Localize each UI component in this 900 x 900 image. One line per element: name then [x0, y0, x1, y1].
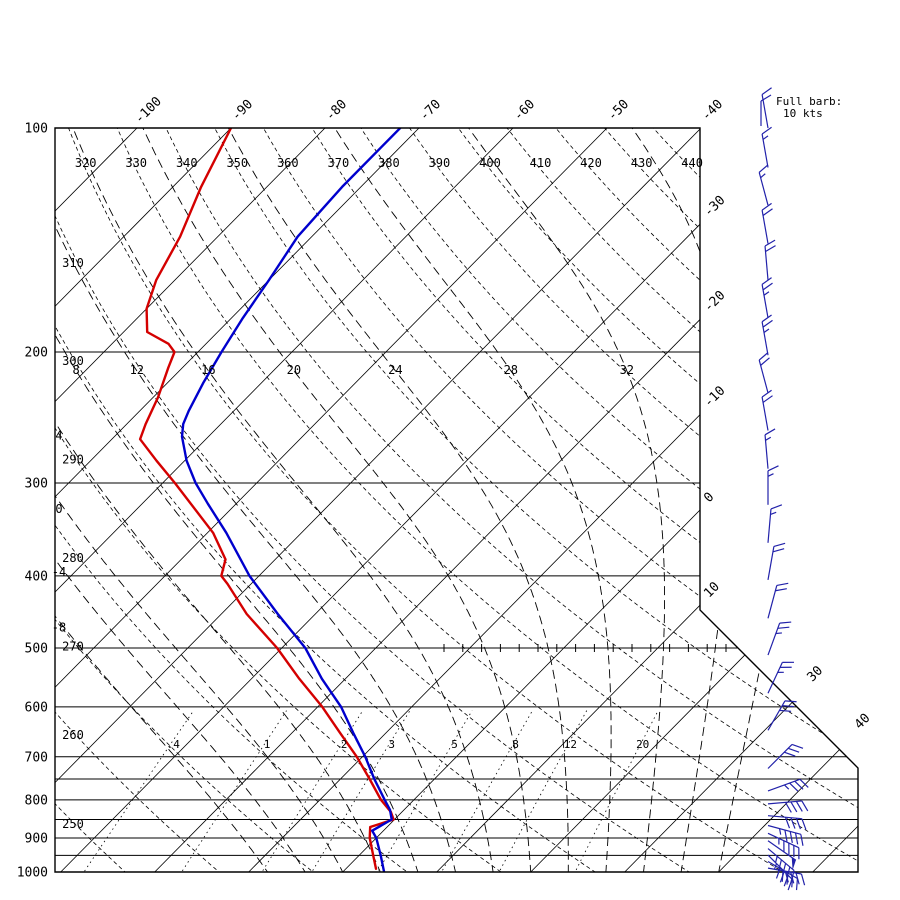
- svg-text:350: 350: [226, 156, 248, 170]
- svg-text:330: 330: [125, 156, 147, 170]
- svg-text:5: 5: [451, 738, 458, 751]
- moist-adiabat-labels-left: -8 -4 0 4: [52, 429, 66, 635]
- svg-text:440: 440: [681, 156, 703, 170]
- svg-text:20: 20: [636, 738, 649, 751]
- svg-text:2: 2: [341, 738, 348, 751]
- svg-text:310: 310: [62, 256, 84, 270]
- temperature-line: [180, 128, 402, 872]
- svg-text:1000: 1000: [17, 866, 48, 881]
- wind-barb: [767, 867, 806, 886]
- svg-text:260: 260: [62, 728, 84, 742]
- svg-text:340: 340: [176, 156, 198, 170]
- isobar-500-ticks: [443, 644, 727, 652]
- wind-barb: [767, 465, 779, 505]
- svg-text:280: 280: [62, 551, 84, 565]
- wind-barb: [758, 164, 769, 206]
- pressure-axis-labels: 100 200 300 400 500 600 700 800 900 1000: [17, 122, 48, 881]
- svg-text:4: 4: [55, 429, 62, 443]
- svg-text:300: 300: [62, 354, 84, 368]
- svg-text:300: 300: [25, 477, 48, 492]
- svg-text:100: 100: [25, 122, 48, 137]
- svg-text:320: 320: [75, 156, 97, 170]
- barb-legend-line1: Full barb:: [776, 95, 842, 108]
- wind-barb: [767, 800, 809, 813]
- wind-barb: [767, 700, 797, 731]
- svg-text:-8: -8: [52, 620, 66, 634]
- wind-barb: [767, 840, 797, 871]
- wind-barb: [767, 815, 807, 830]
- svg-text:12: 12: [564, 738, 577, 751]
- svg-text:20: 20: [287, 363, 301, 377]
- wind-barb: [767, 582, 789, 619]
- svg-text:800: 800: [25, 793, 48, 808]
- svg-text:400: 400: [25, 569, 48, 584]
- svg-text:370: 370: [328, 156, 350, 170]
- svg-text:600: 600: [25, 700, 48, 715]
- svg-text:28: 28: [504, 363, 518, 377]
- moist-adiabat-labels: 8 12 16 20 24 28 32: [72, 363, 634, 377]
- svg-text:410: 410: [530, 156, 552, 170]
- wind-barb: [767, 743, 804, 769]
- dry-adiabat-labels-top: 320 330 340 350 360 370 380 390 400 410 420 430 440: [75, 156, 703, 170]
- svg-text:430: 430: [631, 156, 653, 170]
- svg-text:8: 8: [72, 363, 79, 377]
- svg-text:420: 420: [580, 156, 602, 170]
- svg-text:900: 900: [25, 832, 48, 847]
- svg-text:3: 3: [388, 738, 395, 751]
- svg-text:250: 250: [62, 817, 84, 831]
- moist-adiabat-lines: [55, 128, 817, 872]
- dry-adiabat-labels-left: 250 260 270 280 290 300 310: [62, 256, 84, 831]
- wind-barb: [767, 621, 792, 656]
- svg-text:12: 12: [130, 363, 144, 377]
- svg-text:16: 16: [201, 363, 215, 377]
- svg-text:8: 8: [512, 738, 519, 751]
- barb-legend: Full barb:10 kts: [760, 94, 842, 126]
- svg-text:360: 360: [277, 156, 299, 170]
- wind-barb: [767, 824, 804, 846]
- barb-legend-line2: 10 kts: [783, 107, 823, 120]
- wind-barbs: [758, 87, 809, 891]
- svg-text:700: 700: [25, 750, 48, 765]
- svg-text:1: 1: [264, 738, 271, 751]
- svg-text:500: 500: [25, 642, 48, 657]
- wind-barb: [764, 239, 776, 280]
- svg-text:32: 32: [620, 363, 634, 377]
- wind-barb: [767, 661, 795, 694]
- wind-barb: [767, 778, 809, 792]
- wind-barb: [761, 314, 773, 356]
- wind-barb: [764, 428, 776, 469]
- wind-barb: [761, 202, 773, 244]
- wind-barb: [767, 832, 800, 860]
- svg-text:24: 24: [388, 363, 402, 377]
- svg-text:270: 270: [62, 640, 84, 654]
- wind-barb: [761, 126, 772, 168]
- wind-barb: [761, 277, 773, 319]
- plot-border: [54, 127, 859, 873]
- wind-barb: [767, 504, 783, 543]
- svg-text:200: 200: [25, 346, 48, 361]
- svg-text:0: 0: [55, 502, 62, 516]
- wind-barb: [761, 389, 773, 431]
- svg-text:390: 390: [429, 156, 451, 170]
- svg-text:290: 290: [62, 453, 84, 467]
- svg-text:.4: .4: [167, 738, 181, 751]
- barb-legend-sample-barb: [760, 94, 772, 126]
- mixing-ratio-labels: .4 1 2 3 5 8 12 20: [167, 738, 650, 751]
- wind-barb: [767, 542, 786, 581]
- mixing-ratio-lines: [73, 710, 659, 872]
- wind-barb: [758, 352, 770, 394]
- svg-text:400: 400: [479, 156, 501, 170]
- svg-text:-4: -4: [52, 565, 66, 579]
- svg-text:380: 380: [378, 156, 400, 170]
